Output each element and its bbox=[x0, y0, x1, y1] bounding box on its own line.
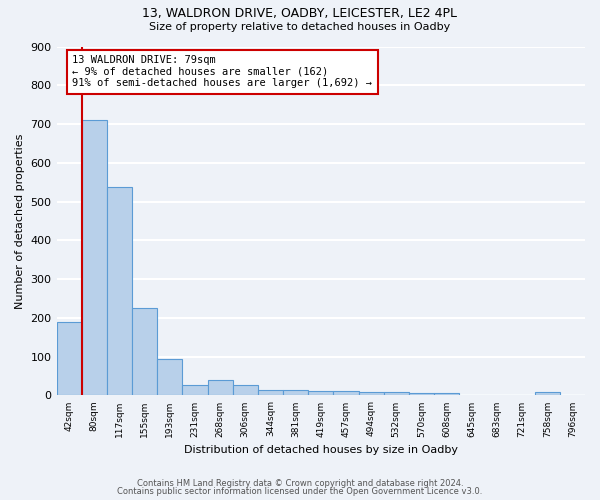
Text: 13, WALDRON DRIVE, OADBY, LEICESTER, LE2 4PL: 13, WALDRON DRIVE, OADBY, LEICESTER, LE2… bbox=[143, 8, 458, 20]
Y-axis label: Number of detached properties: Number of detached properties bbox=[15, 134, 25, 308]
Bar bbox=[233, 385, 258, 396]
Bar bbox=[409, 392, 434, 396]
Bar bbox=[283, 390, 308, 396]
Bar bbox=[258, 390, 283, 396]
Bar bbox=[359, 392, 383, 396]
Bar bbox=[107, 187, 132, 396]
Bar bbox=[132, 308, 157, 396]
Text: Contains public sector information licensed under the Open Government Licence v3: Contains public sector information licen… bbox=[118, 487, 482, 496]
Text: 13 WALDRON DRIVE: 79sqm
← 9% of detached houses are smaller (162)
91% of semi-de: 13 WALDRON DRIVE: 79sqm ← 9% of detached… bbox=[73, 55, 373, 88]
Bar bbox=[308, 391, 334, 396]
Text: Contains HM Land Registry data © Crown copyright and database right 2024.: Contains HM Land Registry data © Crown c… bbox=[137, 478, 463, 488]
Bar bbox=[208, 380, 233, 396]
X-axis label: Distribution of detached houses by size in Oadby: Distribution of detached houses by size … bbox=[184, 445, 458, 455]
Bar bbox=[434, 394, 459, 396]
Bar bbox=[82, 120, 107, 396]
Bar bbox=[334, 391, 359, 396]
Text: Size of property relative to detached houses in Oadby: Size of property relative to detached ho… bbox=[149, 22, 451, 32]
Bar bbox=[535, 392, 560, 396]
Bar bbox=[383, 392, 409, 396]
Bar bbox=[157, 360, 182, 396]
Bar bbox=[182, 384, 208, 396]
Bar bbox=[56, 322, 82, 396]
